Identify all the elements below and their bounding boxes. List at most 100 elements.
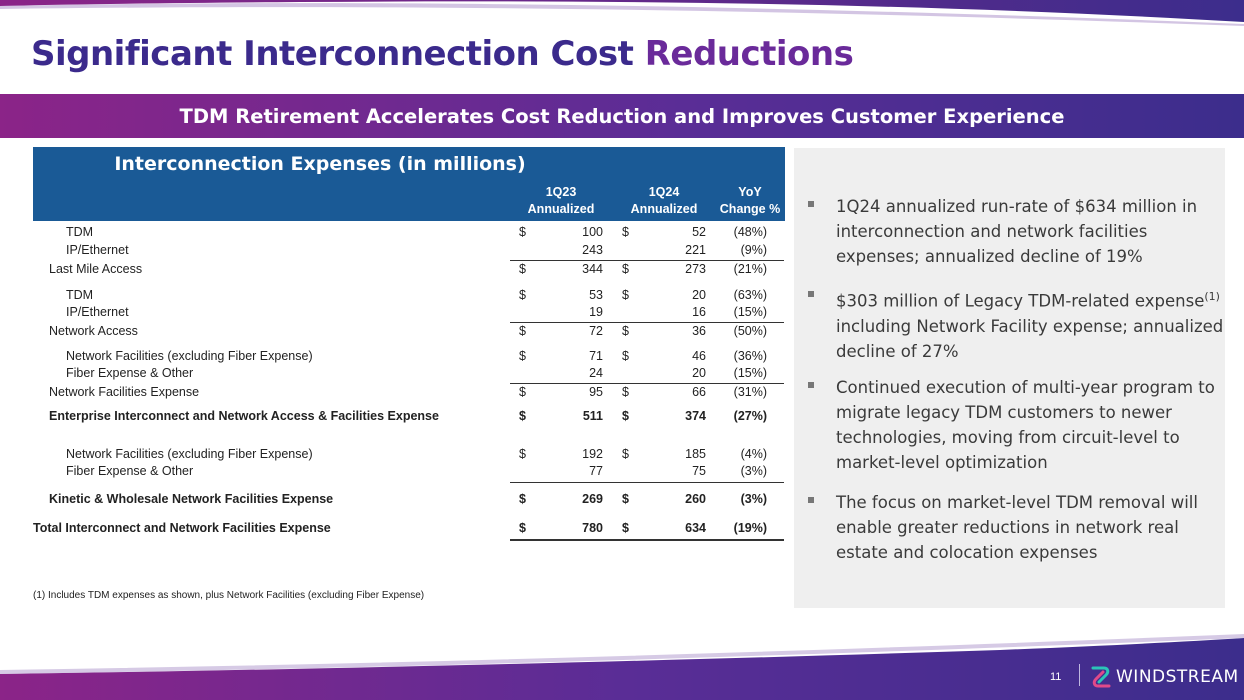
value-1q23: 344 [582, 262, 603, 276]
dollar-sign: $ [519, 447, 526, 461]
table-row: Network Facilities (excluding Fiber Expe… [0, 447, 1244, 464]
dollar-sign: $ [622, 385, 629, 399]
page-title: Significant Interconnection Cost Reducti… [31, 34, 854, 74]
table-title: Interconnection Expenses (in millions) [114, 153, 526, 175]
table-row: Enterprise Interconnect and Network Acce… [0, 409, 1244, 426]
row-label: Last Mile Access [49, 262, 143, 276]
highlights-panel: 1Q24 annualized run-rate of $634 million… [794, 148, 1225, 608]
value-1q23: 243 [582, 243, 603, 257]
subtotal-rule [510, 383, 784, 384]
value-1q24: 221 [685, 243, 706, 257]
dollar-sign: $ [519, 349, 526, 363]
yoy-change: (9%) [740, 243, 767, 257]
column-header-yoy-line1: YoY [738, 185, 762, 199]
dollar-sign: $ [622, 492, 629, 506]
value-1q23: 77 [589, 464, 603, 478]
table-header: Interconnection Expenses (in millions) 1… [33, 147, 785, 221]
dollar-sign: $ [519, 262, 526, 276]
value-1q23: 24 [589, 366, 603, 380]
row-label: Network Access [49, 324, 138, 338]
value-1q23: 53 [589, 288, 603, 302]
subtotal-rule [510, 322, 784, 323]
table-row: TDM $ 100 $ 52 (48%) [0, 225, 1244, 242]
dollar-sign: $ [519, 521, 526, 535]
dollar-sign: $ [622, 409, 629, 423]
table-row: IP/Ethernet 243 221 (9%) [0, 243, 1244, 260]
page-number: 11 [1050, 671, 1062, 683]
column-header-1q23-line1: 1Q23 [545, 185, 577, 199]
table-row: Network Facilities Expense $ 95 $ 66 (31… [0, 385, 1244, 402]
bullet-text: $303 million of Legacy TDM-related expen… [836, 284, 1226, 364]
top-swoosh [0, 0, 1244, 26]
bullet-text-post: including Network Facility expense; annu… [836, 316, 1224, 361]
yoy-change: (36%) [733, 349, 767, 363]
column-header-1q24: 1Q24 Annualized [623, 184, 705, 218]
page-title-accent: Reductions [644, 34, 854, 74]
value-1q24: 634 [685, 521, 706, 535]
dollar-sign: $ [519, 288, 526, 302]
subtitle-banner: TDM Retirement Accelerates Cost Reductio… [0, 94, 1244, 138]
value-1q24: 185 [685, 447, 706, 461]
table-row: Total Interconnect and Network Facilitie… [0, 521, 1244, 538]
bottom-swoosh [0, 634, 1244, 700]
page-title-main: Significant Interconnection Cost [31, 34, 634, 74]
footnote-marker: (1) [1204, 290, 1220, 303]
column-header-1q23-line2: Annualized [527, 202, 595, 216]
value-1q24: 36 [692, 324, 706, 338]
column-header-1q24-line1: 1Q24 [648, 185, 680, 199]
row-label: Kinetic & Wholesale Network Facilities E… [49, 492, 334, 506]
footnote: (1) Includes TDM expenses as shown, plus… [33, 590, 425, 601]
bullet-text: The focus on market-level TDM removal wi… [836, 493, 1198, 562]
yoy-change: (27%) [733, 409, 767, 423]
table-row: Fiber Expense & Other 77 75 (3%) [0, 464, 1244, 481]
dollar-sign: $ [519, 324, 526, 338]
subtotal-rule [510, 260, 784, 261]
row-label: Network Facilities Expense [49, 385, 200, 399]
bullet-square-icon [808, 201, 814, 207]
value-1q23: 511 [582, 409, 603, 423]
value-1q24: 66 [692, 385, 706, 399]
column-header-1q23: 1Q23 Annualized [520, 184, 602, 218]
table-row: Fiber Expense & Other 24 20 (15%) [0, 366, 1244, 383]
row-label: Fiber Expense & Other [66, 366, 194, 380]
value-1q24: 20 [692, 366, 706, 380]
dollar-sign: $ [622, 225, 629, 239]
dollar-sign: $ [622, 262, 629, 276]
value-1q24: 20 [692, 288, 706, 302]
yoy-change: (50%) [733, 324, 767, 338]
yoy-change: (4%) [740, 447, 767, 461]
dollar-sign: $ [622, 324, 629, 338]
yoy-change: (15%) [733, 305, 767, 319]
value-1q23: 780 [582, 521, 603, 535]
yoy-change: (21%) [733, 262, 767, 276]
row-label: Network Facilities (excluding Fiber Expe… [66, 349, 313, 363]
bullet-text: 1Q24 annualized run-rate of $634 million… [836, 197, 1198, 266]
value-1q24: 260 [685, 492, 706, 506]
value-1q24: 273 [685, 262, 706, 276]
bullet-square-icon [808, 497, 814, 503]
bullet-square-icon [808, 291, 814, 297]
row-label: TDM [66, 225, 94, 239]
row-label: Enterprise Interconnect and Network Acce… [49, 409, 439, 423]
yoy-change: (19%) [733, 521, 767, 535]
dollar-sign: $ [519, 225, 526, 239]
row-label: Network Facilities (excluding Fiber Expe… [66, 447, 313, 461]
subtitle-banner-text: TDM Retirement Accelerates Cost Reductio… [179, 104, 1065, 128]
brand-name: WINDSTREAM [1116, 667, 1239, 687]
yoy-change: (3%) [740, 492, 767, 506]
table-row: Last Mile Access $ 344 $ 273 (21%) [0, 262, 1244, 279]
value-1q23: 269 [582, 492, 603, 506]
row-label: IP/Ethernet [66, 243, 129, 257]
value-1q23: 95 [589, 385, 603, 399]
dollar-sign: $ [622, 447, 629, 461]
yoy-change: (31%) [733, 385, 767, 399]
value-1q23: 19 [589, 305, 603, 319]
dollar-sign: $ [519, 409, 526, 423]
column-header-1q24-line2: Annualized [630, 202, 698, 216]
subtotal-rule [510, 482, 784, 483]
yoy-change: (15%) [733, 366, 767, 380]
dollar-sign: $ [622, 349, 629, 363]
value-1q24: 46 [692, 349, 706, 363]
table-row: IP/Ethernet 19 16 (15%) [0, 305, 1244, 322]
row-label: Fiber Expense & Other [66, 464, 194, 478]
